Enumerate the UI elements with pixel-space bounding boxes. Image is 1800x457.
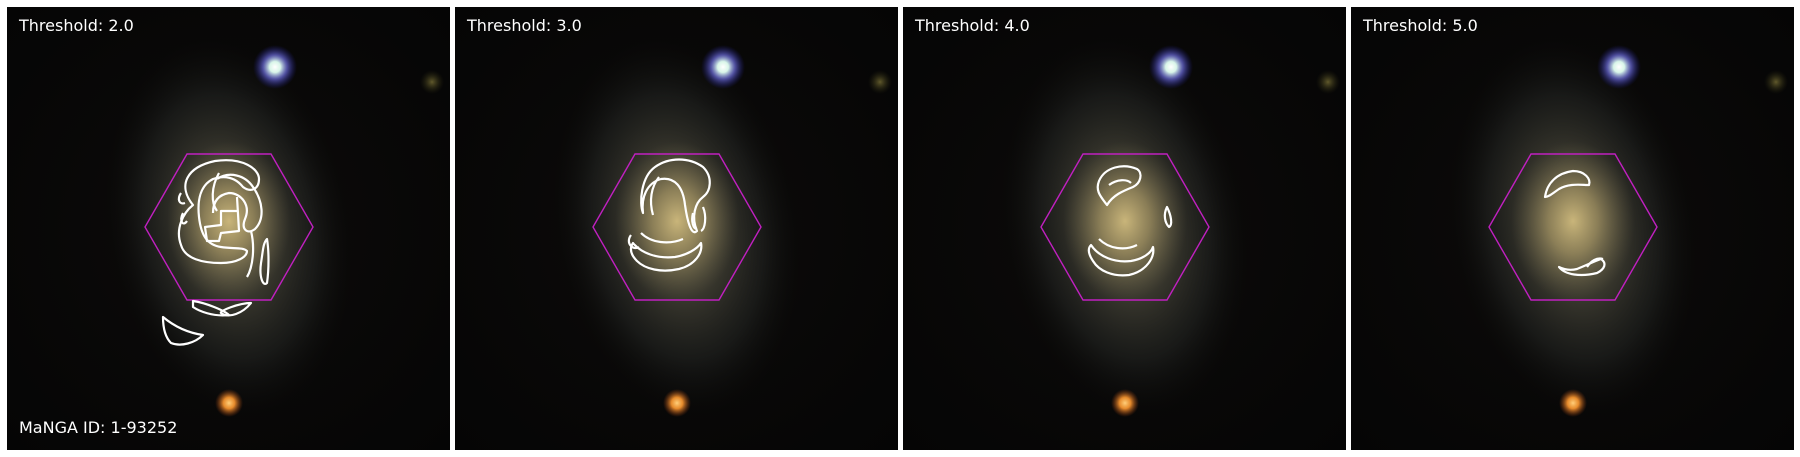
spiral-arm-contours-icon bbox=[161, 159, 270, 346]
panel-threshold-5: Threshold: 5.0 bbox=[1351, 7, 1794, 450]
spiral-arm-contours-icon bbox=[1087, 165, 1173, 277]
manga-id-label: MaNGA ID: 1-93252 bbox=[19, 418, 178, 437]
panel-threshold-3: Threshold: 3.0 bbox=[455, 7, 898, 450]
galaxy-image bbox=[1351, 7, 1794, 450]
galaxy-image bbox=[903, 7, 1346, 450]
galaxy-image bbox=[7, 7, 450, 450]
threshold-label: Threshold: 2.0 bbox=[19, 16, 134, 35]
panel-threshold-4: Threshold: 4.0 bbox=[903, 7, 1346, 450]
spiral-arm-contours-icon bbox=[1543, 169, 1606, 277]
threshold-label: Threshold: 4.0 bbox=[915, 16, 1030, 35]
panel-threshold-2: Threshold: 2.0 MaNGA ID: 1-93252 bbox=[7, 7, 450, 450]
threshold-label: Threshold: 3.0 bbox=[467, 16, 582, 35]
spiral-arm-contours-icon bbox=[627, 158, 711, 272]
threshold-label: Threshold: 5.0 bbox=[1363, 16, 1478, 35]
galaxy-image bbox=[455, 7, 898, 450]
